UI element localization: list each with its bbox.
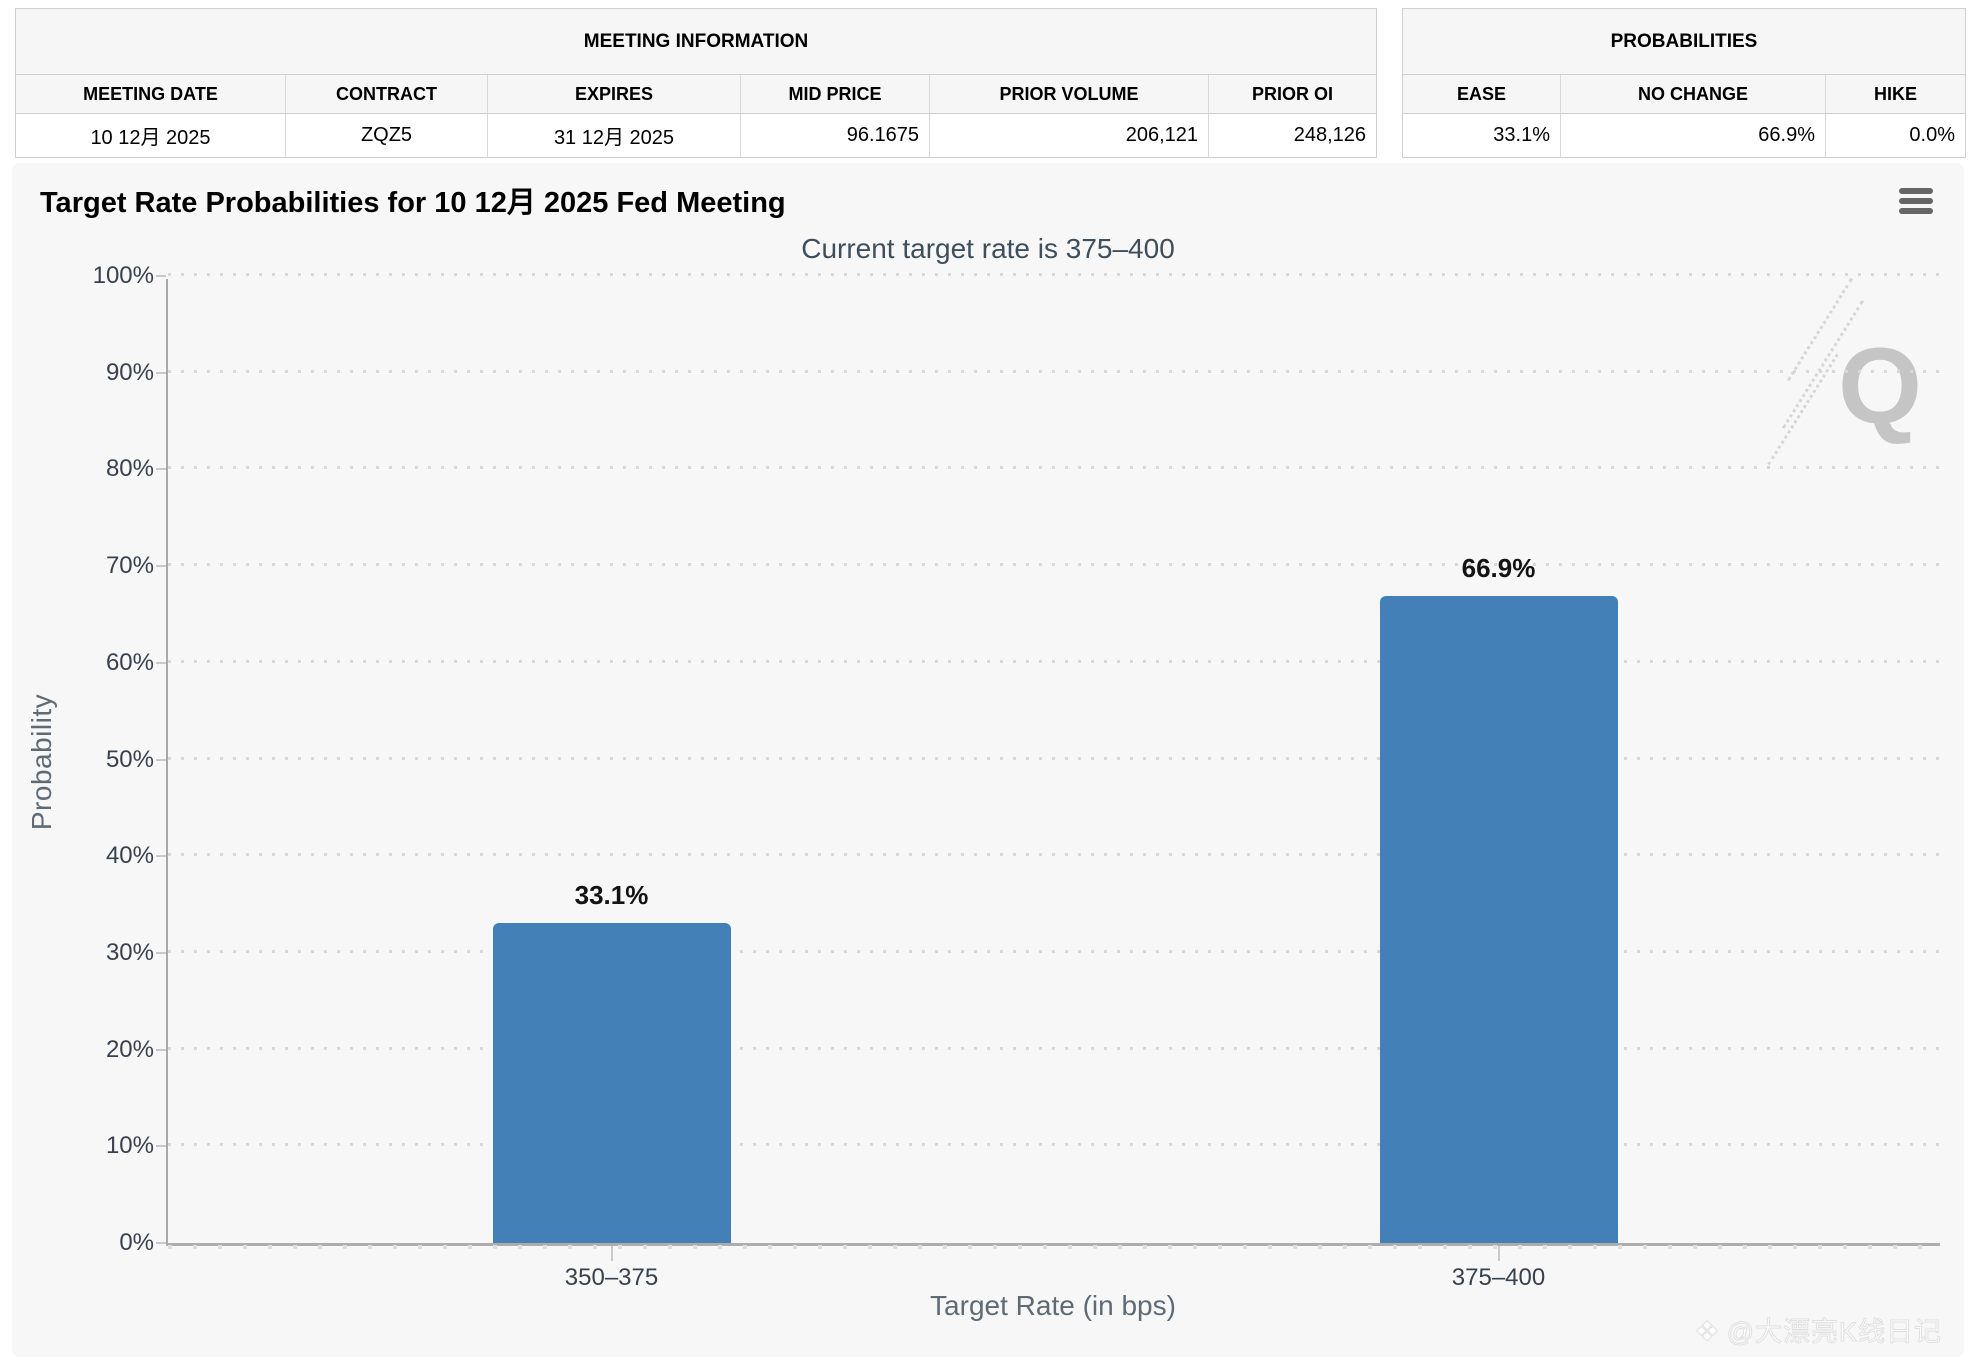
col-prior-volume: PRIOR VOLUME	[930, 75, 1209, 113]
chart-title: Target Rate Probabilities for 10 12月 202…	[40, 187, 786, 219]
credit-watermark: ❖ @大漂亮K线日记	[1694, 1310, 1942, 1349]
y-gridline	[168, 949, 1940, 953]
value-meeting-date: 10 12月 2025	[16, 114, 286, 157]
y-axis-tick	[156, 758, 166, 761]
y-gridline	[168, 1046, 1940, 1050]
credit-text: @大漂亮K线日记	[1726, 1317, 1942, 1348]
y-axis-label: 90%	[105, 358, 154, 386]
value-prior-volume: 206,121	[930, 114, 1209, 157]
y-gridline	[168, 1143, 1940, 1147]
x-axis-title: Target Rate (in bps)	[930, 1290, 1176, 1321]
value-prior-oi: 248,126	[1293, 124, 1366, 146]
probabilities-row: 33.1% 66.9% 0.0%	[1403, 114, 1965, 157]
y-axis-label: 0%	[119, 1229, 154, 1256]
y-axis-label: 20%	[105, 1035, 154, 1063]
y-axis-label: 100%	[92, 262, 154, 289]
y-axis-tick	[156, 1048, 166, 1051]
y-axis-title: Probability	[26, 693, 57, 831]
y-gridline	[168, 659, 1940, 663]
y-axis-label: 30%	[105, 938, 154, 966]
y-axis-tick	[156, 661, 166, 664]
quikstrike-q-watermark: Q	[1838, 325, 1923, 446]
probabilities-title: PROBABILITIES	[1403, 9, 1965, 75]
x-axis-label: 375–400	[1451, 1264, 1546, 1291]
y-gridline	[168, 756, 1940, 760]
y-axis-label: 60%	[105, 648, 154, 676]
y-gridline	[168, 563, 1940, 567]
y-axis-tick	[156, 855, 166, 858]
x-axis-tick	[610, 1246, 613, 1261]
y-axis-tick	[156, 1242, 166, 1244]
y-axis-tick	[156, 1145, 166, 1148]
col-mid-price: MID PRICE	[741, 75, 930, 113]
y-axis-label: 80%	[105, 455, 154, 483]
col-prior-oi: PRIOR OI	[1251, 83, 1333, 104]
value-expires: 31 12月 2025	[488, 114, 741, 157]
probabilities-table: PROBABILITIES EASE NO CHANGE HIKE 33.1% …	[1402, 8, 1966, 158]
meeting-information-row: 10 12月 2025 ZQZ5 31 12月 2025 96.1675 206…	[16, 114, 1376, 157]
diamond-icon: ❖	[1694, 1316, 1721, 1348]
y-axis-label: 40%	[105, 842, 154, 870]
y-axis-tick	[156, 565, 166, 568]
y-gridline	[168, 369, 1940, 373]
bar-value-label: 66.9%	[1461, 553, 1536, 584]
col-hike: HIKE	[1873, 83, 1917, 104]
value-no-change: 66.9%	[1561, 114, 1826, 157]
x-axis-label: 350–375	[564, 1264, 659, 1291]
hamburger-menu-icon[interactable]	[1896, 185, 1936, 221]
y-axis-label: 50%	[105, 745, 154, 773]
col-expires: EXPIRES	[488, 75, 741, 113]
col-no-change: NO CHANGE	[1561, 75, 1826, 113]
value-hike: 0.0%	[1909, 124, 1955, 146]
y-axis-label: 70%	[105, 552, 154, 580]
value-ease: 33.1%	[1403, 114, 1561, 157]
y-axis-tick	[156, 371, 166, 374]
probability-bar[interactable]	[1379, 596, 1618, 1243]
meeting-information-title: MEETING INFORMATION	[16, 9, 1376, 75]
col-ease: EASE	[1403, 75, 1561, 113]
bar-value-label: 33.1%	[574, 879, 649, 910]
x-axis-minor-ticks	[168, 1245, 1940, 1249]
plot-area: 0% 10% 20% 30% 40% 50% 60% 70% 80% 90% 100% 33.1% 35…	[93, 262, 1940, 1291]
meeting-information-table: MEETING INFORMATION MEETING DATE CONTRAC…	[15, 8, 1377, 158]
value-contract: ZQZ5	[286, 114, 488, 157]
fedwatch-chart-card: Target Rate Probabilities for 10 12月 202…	[12, 163, 1964, 1357]
probability-bar[interactable]	[492, 922, 731, 1243]
y-axis-tick	[156, 951, 166, 954]
col-meeting-date: MEETING DATE	[16, 75, 286, 113]
x-axis-tick	[1497, 1246, 1500, 1261]
col-contract: CONTRACT	[286, 75, 488, 113]
y-axis-label: 10%	[105, 1132, 154, 1160]
y-axis-tick	[156, 468, 166, 471]
y-gridline	[168, 853, 1940, 857]
y-axis-tick	[156, 275, 166, 277]
chart-subtitle: Current target rate is 375–400	[801, 233, 1175, 264]
y-gridline	[168, 273, 1940, 276]
value-mid-price: 96.1675	[741, 114, 930, 157]
y-gridline	[168, 466, 1940, 470]
